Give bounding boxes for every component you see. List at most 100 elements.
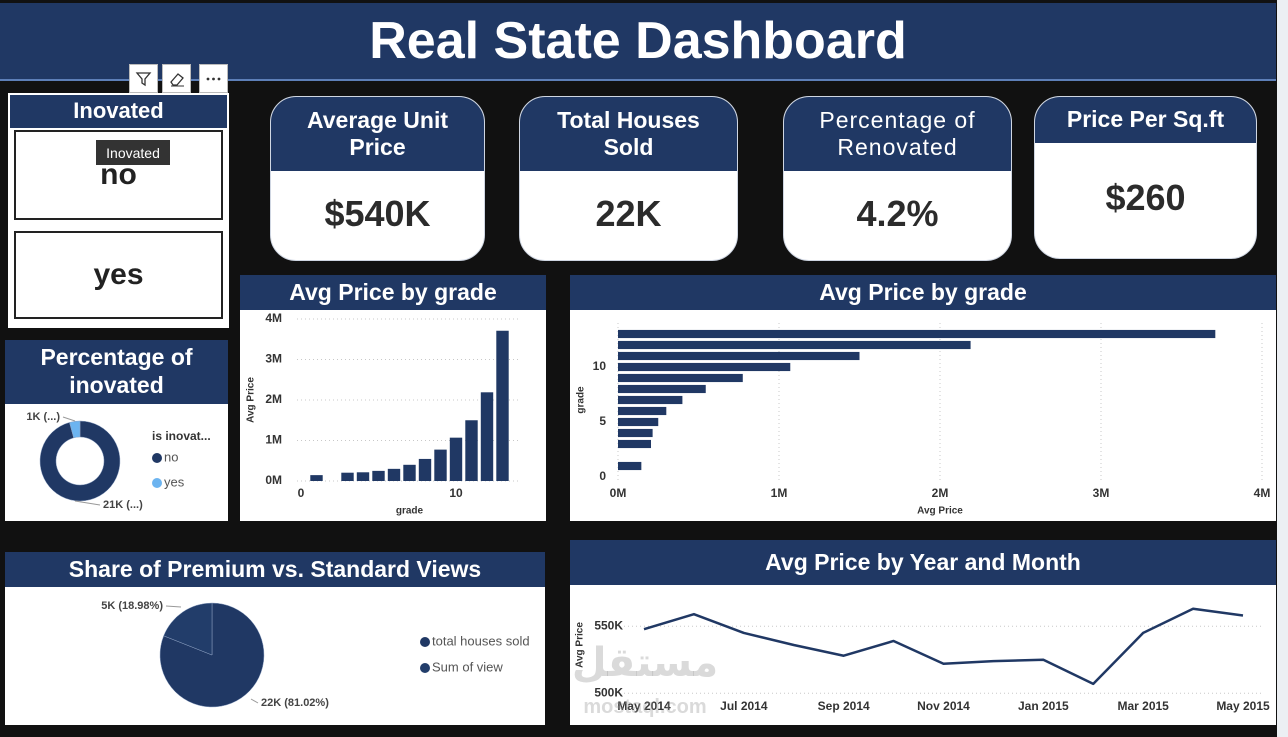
chart: 21K (...) 1K (...) is inovat... no yes xyxy=(26,411,211,511)
kpi-title-line: Renovated xyxy=(837,134,958,160)
chart-panel: Avg Price by grade 0M 1M 2M 3M 4M 0 5 10 Avg Pri… xyxy=(570,275,1276,521)
kpi-title-line: Price xyxy=(349,134,406,160)
bar xyxy=(356,472,370,481)
data-label: 22K (81.02%) xyxy=(261,697,329,709)
data-label: 21K (...) xyxy=(103,499,143,511)
tooltip: Inovated xyxy=(96,140,170,165)
kpi-card: Percentage of Renovated 4.2% xyxy=(783,96,1012,261)
data-label: 1K (...) xyxy=(26,411,60,423)
legend-marker xyxy=(152,453,162,463)
y-tick-label: 3M xyxy=(265,352,282,366)
x-tick-label: 10 xyxy=(449,486,463,500)
leader-line xyxy=(74,500,101,506)
x-axis-label: grade xyxy=(396,506,424,517)
chart: 500K 550K May 2014 Jul 2014 Sep 2014 Nov 2014… xyxy=(575,607,1270,713)
legend-label: yes xyxy=(164,474,185,489)
legend-label: total houses sold xyxy=(432,633,530,648)
slicer-item[interactable]: yes xyxy=(14,231,223,319)
kpi-title-line: Price Per Sq.ft xyxy=(1066,106,1225,133)
chart-title: Avg Price by Year and Month xyxy=(570,540,1276,585)
y-tick-label: 2M xyxy=(265,392,282,406)
header-title: Real State Dashboard xyxy=(0,3,1276,81)
bar xyxy=(403,464,416,481)
y-tick-label: 1M xyxy=(265,433,282,447)
leader-line xyxy=(165,605,182,608)
bar xyxy=(618,351,860,361)
legend-marker xyxy=(420,637,430,647)
x-tick-label: Sep 2014 xyxy=(818,699,870,713)
line-series xyxy=(643,607,1244,686)
clear-button[interactable] xyxy=(162,64,191,93)
kpi-title: Percentage of Renovated xyxy=(784,97,1011,171)
bar xyxy=(434,449,447,481)
chart-panel: Avg Price by grade 0M 1M 2M 3M 4M 0 10 grade Avg… xyxy=(240,275,546,521)
y-tick-label: 10 xyxy=(593,359,607,373)
window-edge xyxy=(1277,0,1288,737)
kpi-value: 22K xyxy=(595,193,662,234)
bar xyxy=(480,392,494,481)
bar xyxy=(496,330,509,481)
kpi-card: Total Houses Sold 22K xyxy=(519,96,738,261)
x-tick-label: 0M xyxy=(610,486,627,500)
x-tick-label: Mar 2015 xyxy=(1117,699,1169,713)
more-button[interactable] xyxy=(199,64,228,93)
y-tick-label: 0 xyxy=(599,469,606,483)
kpi-title-line: Average Unit xyxy=(306,106,449,133)
y-tick-label: 550K xyxy=(594,618,623,632)
legend-marker xyxy=(420,663,430,673)
bar xyxy=(618,439,652,449)
chart-panel: Avg Price by Year and Month 500K 550K May … xyxy=(570,540,1276,725)
filter-button[interactable] xyxy=(129,64,158,93)
y-axis-label: Avg Price xyxy=(575,622,586,668)
bar xyxy=(618,406,667,416)
bar xyxy=(618,373,743,383)
slicer: Inovated no yes Inovated xyxy=(8,93,229,328)
legend-title: is inovat... xyxy=(152,429,211,443)
bar xyxy=(387,468,401,481)
legend-label: Sum of view xyxy=(432,659,503,674)
y-tick-label: 4M xyxy=(265,311,282,325)
y-axis-label: grade xyxy=(576,386,587,414)
kpi-title: Price Per Sq.ft xyxy=(1035,97,1256,143)
chart: 0M 1M 2M 3M 4M 0 10 grade Avg Price xyxy=(246,311,518,517)
watermark-logo: مستقل xyxy=(571,640,719,686)
more-icon xyxy=(206,77,221,81)
x-tick-label: 4M xyxy=(1254,486,1271,500)
bar xyxy=(618,362,791,372)
chart-title: Percentage of inovated xyxy=(5,340,228,404)
chart: 0M 1M 2M 3M 4M 0 5 10 Avg Price grade xyxy=(576,323,1271,517)
kpi-title-line: Sold xyxy=(603,134,654,160)
x-tick-label: Nov 2014 xyxy=(917,699,970,713)
legend-marker xyxy=(152,478,162,488)
bar xyxy=(418,458,432,481)
chart-title: Avg Price by grade xyxy=(570,275,1276,310)
kpi-value: 4.2% xyxy=(856,193,939,234)
chart-panel: Percentage of inovated 21K (...) 1K (...)… xyxy=(5,340,228,521)
leader-line xyxy=(250,698,259,704)
slice xyxy=(163,602,213,656)
kpi-title: Total Houses Sold xyxy=(520,97,737,171)
x-tick-label: May 2014 xyxy=(617,699,671,713)
bar xyxy=(341,472,354,481)
y-axis-label: Avg Price xyxy=(246,377,257,423)
slice xyxy=(39,420,121,502)
chart-title: Share of Premium vs. Standard Views xyxy=(5,552,545,587)
watermark-site: mostaql.com xyxy=(583,696,707,718)
bar xyxy=(449,437,463,481)
kpi-title-line: Total Houses xyxy=(557,106,700,133)
bar xyxy=(618,384,706,394)
x-tick-label: Jul 2014 xyxy=(720,699,768,713)
bar xyxy=(618,340,971,350)
chart-panel: Share of Premium vs. Standard Views 22K … xyxy=(5,552,545,725)
slice xyxy=(69,420,81,439)
chart-title: Avg Price by grade xyxy=(240,275,546,310)
bar xyxy=(372,470,385,481)
x-tick-label: Jan 2015 xyxy=(1018,699,1069,713)
x-tick-label: 3M xyxy=(1093,486,1110,500)
x-tick-label: May 2015 xyxy=(1216,699,1270,713)
bar xyxy=(618,329,1216,339)
kpi-title: Average Unit Price xyxy=(271,97,484,171)
bar xyxy=(618,461,642,471)
kpi-value: $540K xyxy=(324,193,431,234)
